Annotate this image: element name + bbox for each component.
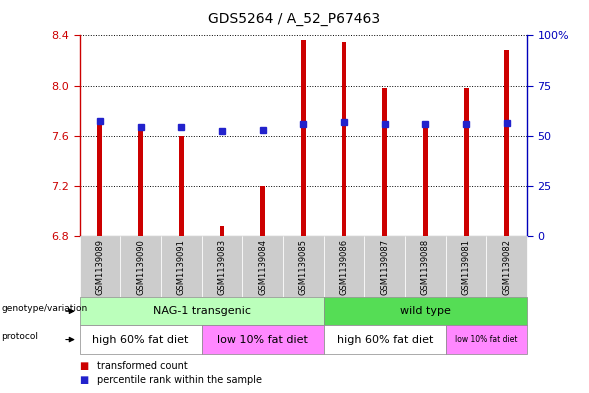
Text: GSM1139081: GSM1139081 bbox=[462, 239, 471, 295]
Bar bbox=[504, 50, 509, 236]
Text: ■: ■ bbox=[80, 375, 89, 385]
Text: GSM1139090: GSM1139090 bbox=[136, 239, 145, 295]
Text: percentile rank within the sample: percentile rank within the sample bbox=[97, 375, 262, 385]
Text: NAG-1 transgenic: NAG-1 transgenic bbox=[153, 306, 250, 316]
Bar bbox=[342, 42, 346, 236]
Text: GSM1139084: GSM1139084 bbox=[258, 239, 267, 295]
Bar bbox=[138, 130, 143, 236]
Text: GSM1139086: GSM1139086 bbox=[339, 239, 349, 295]
Text: low 10% fat diet: low 10% fat diet bbox=[217, 334, 308, 345]
Text: genotype/variation: genotype/variation bbox=[1, 304, 87, 312]
Text: GSM1139085: GSM1139085 bbox=[299, 239, 308, 295]
Text: ■: ■ bbox=[80, 361, 89, 371]
Bar bbox=[97, 121, 102, 236]
Text: GDS5264 / A_52_P67463: GDS5264 / A_52_P67463 bbox=[209, 12, 380, 26]
Bar bbox=[464, 88, 469, 236]
Text: GSM1139089: GSM1139089 bbox=[95, 239, 104, 295]
Bar bbox=[382, 88, 387, 236]
Bar bbox=[179, 136, 184, 236]
Text: GSM1139087: GSM1139087 bbox=[380, 239, 389, 295]
Text: protocol: protocol bbox=[1, 332, 38, 341]
Bar bbox=[220, 226, 224, 236]
Text: wild type: wild type bbox=[400, 306, 451, 316]
Bar bbox=[423, 123, 428, 236]
Text: GSM1139082: GSM1139082 bbox=[502, 239, 511, 295]
Text: GSM1139083: GSM1139083 bbox=[217, 239, 226, 295]
Text: transformed count: transformed count bbox=[97, 361, 188, 371]
Text: low 10% fat diet: low 10% fat diet bbox=[455, 335, 518, 344]
Text: GSM1139088: GSM1139088 bbox=[421, 239, 430, 295]
Text: high 60% fat diet: high 60% fat diet bbox=[92, 334, 188, 345]
Bar bbox=[260, 186, 265, 236]
Text: GSM1139091: GSM1139091 bbox=[177, 239, 186, 295]
Bar bbox=[301, 40, 306, 236]
Text: high 60% fat diet: high 60% fat diet bbox=[336, 334, 433, 345]
